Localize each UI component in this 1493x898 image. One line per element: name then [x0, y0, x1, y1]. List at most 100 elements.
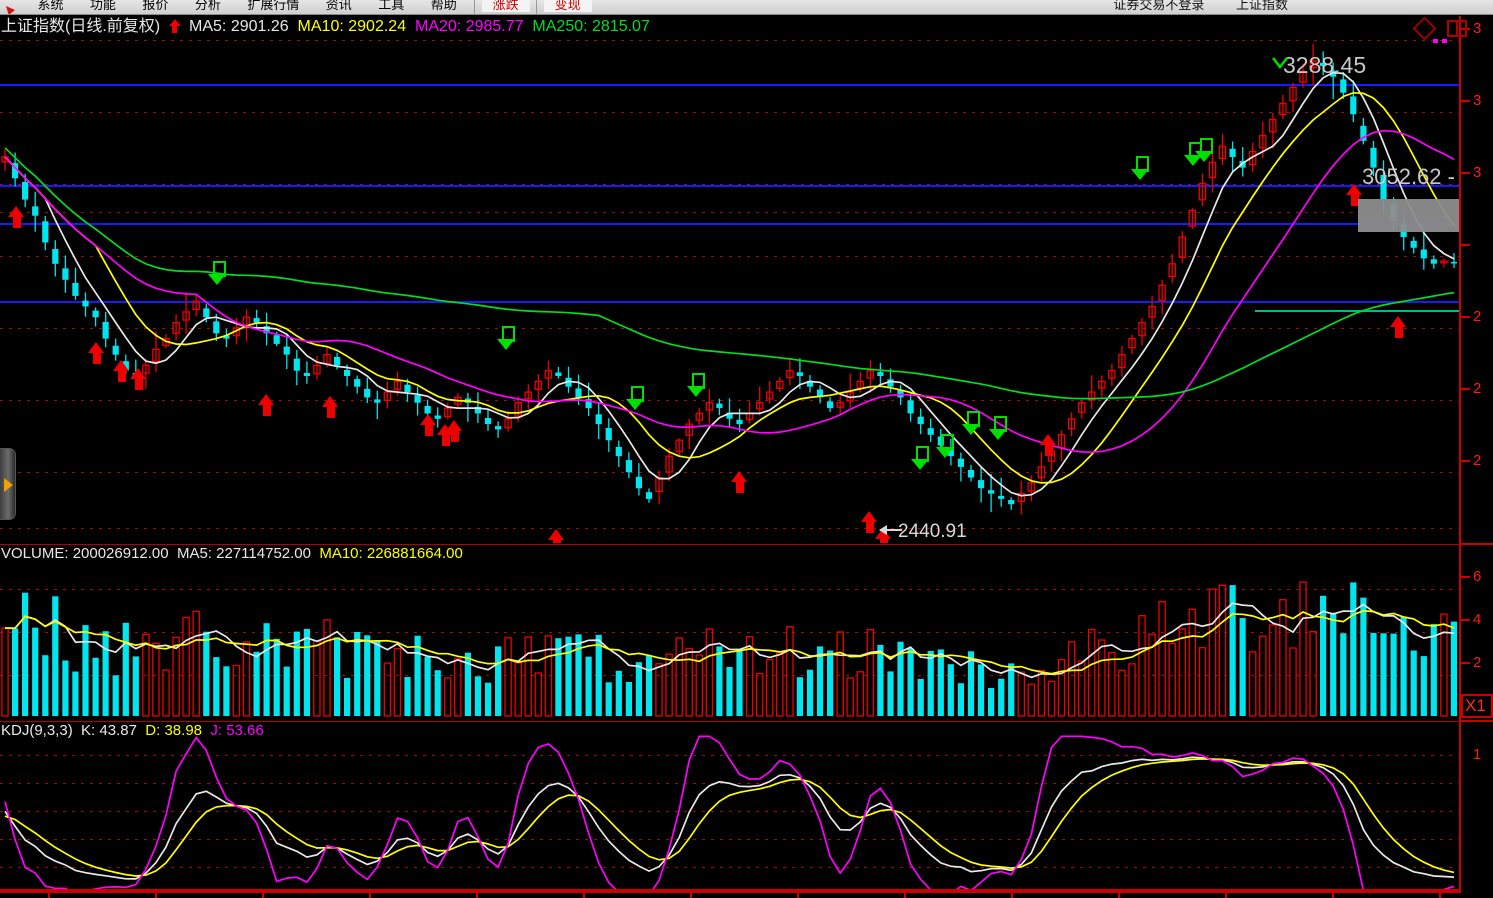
time-axis-tick: [583, 889, 585, 898]
axis-label-volume: 6: [1473, 568, 1482, 585]
reference-line-blue: [0, 301, 1459, 303]
volume-legend: VOLUME: 200026912.00 MA5: 227114752.00 M…: [1, 545, 463, 562]
axis-label-volume: 2: [1473, 654, 1482, 671]
gridline: [0, 867, 1459, 868]
axis-tick: [1461, 316, 1470, 318]
menu-item-extended-market[interactable]: 扩展行情: [247, 0, 300, 12]
menu-item-analysis[interactable]: 分析: [194, 0, 221, 12]
gridline: [0, 328, 1459, 329]
axis-label-price: 2: [1473, 308, 1482, 325]
sell-signal-arrow-icon: [1131, 156, 1150, 180]
login-status-label[interactable]: 证券交易不登录: [1113, 0, 1205, 12]
axis-label-price: 3: [1473, 20, 1482, 37]
volume-chart-panel[interactable]: VOLUME: 200026912.00 MA5: 227114752.00 M…: [0, 544, 1459, 720]
kdj-legend: KDJ(9,3,3) K: 43.87 D: 38.98 J: 53.66: [1, 722, 264, 739]
time-axis[interactable]: [0, 889, 1459, 898]
chart-corner-toolbar[interactable]: [1412, 16, 1467, 41]
kdj-j-label: J:: [210, 722, 223, 739]
time-axis-tick: [1225, 889, 1227, 898]
sell-signal-arrow-icon: [626, 386, 645, 410]
gridline: [0, 472, 1459, 473]
axis-tick: [1461, 662, 1470, 664]
buy-signal-arrow-icon: [420, 414, 437, 436]
menu-right-area: 证券交易不登录 上证指数: [1085, 0, 1493, 12]
price-axis-right[interactable]: 3 3 3 2 2 2 6 4 2 1: [1459, 16, 1493, 893]
gridline: [0, 256, 1459, 257]
kdj-plot-area[interactable]: KDJ(9,3,3) K: 43.87 D: 38.98 J: 53.66: [0, 721, 1459, 893]
time-axis-tick: [369, 889, 371, 898]
kdj-k-label: K:: [81, 722, 96, 739]
time-axis-tick: [476, 889, 478, 898]
reference-line-blue: [0, 185, 1459, 187]
gridline: [0, 112, 1459, 113]
main-menu-bar: 系统 功能 报价 分析 扩展行情 资讯 工具 帮助 涨跌 变现 证券交易不登录 …: [0, 0, 1493, 15]
axis-tick: [1461, 460, 1470, 462]
time-axis-tick: [797, 889, 799, 898]
menu-item-tools[interactable]: 工具: [378, 0, 405, 12]
buy-signal-arrow-icon: [731, 471, 748, 493]
volume-plot-area[interactable]: VOLUME: 200026912.00 MA5: 227114752.00 M…: [0, 544, 1459, 720]
reference-line-blue: [0, 223, 1459, 225]
buy-signal-arrow-icon: [322, 396, 339, 418]
menu-item-system[interactable]: 系统: [37, 0, 64, 12]
time-axis-tick: [1118, 889, 1120, 898]
low-pointer-arrow-icon: [879, 525, 902, 535]
axis-divider: [1461, 543, 1493, 545]
reference-line-blue: [0, 84, 1459, 86]
restore-window-icon[interactable]: [1447, 20, 1467, 38]
price-legend: 上证指数(日线.前复权) MA5: 2901.26 MA10: 2902.24 …: [1, 17, 650, 36]
time-axis-tick: [155, 889, 157, 898]
kdj-k-value: 43.87: [99, 722, 137, 739]
kdj-chart-panel[interactable]: KDJ(9,3,3) K: 43.87 D: 38.98 J: 53.66: [0, 721, 1459, 893]
buy-signal-arrow-icon: [130, 368, 147, 390]
menu-item-cash-out[interactable]: 变现: [543, 0, 592, 12]
price-plot-area[interactable]: 3288.45 3052.62 - 29 2440.91 上证指数(日线.前复权…: [0, 16, 1459, 543]
diamond-icon[interactable]: [1412, 16, 1437, 41]
gridline: [0, 589, 1459, 590]
menu-item-function[interactable]: 功能: [89, 0, 116, 12]
axis-label-price: 2: [1473, 380, 1482, 397]
axis-tick: [1461, 100, 1470, 102]
volume-value: 200026912.00: [72, 545, 169, 562]
axis-label-kdj: 1: [1473, 746, 1482, 763]
menu-item-news[interactable]: 资讯: [325, 0, 352, 12]
buy-signal-arrow-icon: [446, 420, 463, 442]
gridline: [0, 839, 1459, 840]
annotation-price-range: 3052.62 - 29: [1362, 164, 1459, 189]
buy-signal-arrow-icon: [437, 424, 454, 446]
gridline: [0, 40, 1459, 41]
price-chart-panel[interactable]: 3288.45 3052.62 - 29 2440.91 上证指数(日线.前复权…: [0, 16, 1459, 543]
menu-item-help[interactable]: 帮助: [430, 0, 457, 12]
kdj-j-value: 53.66: [226, 722, 264, 739]
gridline: [0, 184, 1459, 185]
time-axis-tick: [690, 889, 692, 898]
volume-ma10-label: MA10:: [319, 545, 363, 562]
volume-scale-badge[interactable]: X1: [1461, 694, 1493, 718]
gridline: [0, 212, 1459, 213]
axis-divider: [1461, 720, 1493, 722]
time-axis-tick: [48, 889, 50, 898]
kdj-series-overlay: [4, 735, 1455, 893]
dotted-marker-icon: [1433, 39, 1447, 43]
ma10-label: MA10:: [297, 18, 344, 35]
menu-item-quote[interactable]: 报价: [142, 0, 169, 12]
axis-label-price: 3: [1473, 92, 1482, 109]
axis-tick: [1461, 619, 1470, 621]
axis-tick: [1461, 244, 1470, 246]
time-axis-tick: [262, 889, 264, 898]
expand-right-arrow-icon[interactable]: [0, 448, 16, 520]
axis-label-price: 2: [1473, 452, 1482, 469]
menu-item-change[interactable]: 涨跌: [481, 0, 530, 12]
gridline: [0, 528, 1459, 529]
range-highlight-box: [1358, 199, 1459, 232]
up-arrow-icon: [168, 19, 181, 33]
volume-series-overlay: [1, 581, 1457, 717]
current-symbol-label[interactable]: 上证指数: [1235, 0, 1288, 12]
buy-signal-arrow-icon: [1040, 434, 1057, 456]
buy-signal-arrow-icon: [113, 360, 130, 382]
volume-ma5-value: 227114752.00: [216, 545, 311, 562]
buy-signal-arrow-icon: [1346, 184, 1363, 206]
annotation-high-price: 3288.45: [1283, 52, 1367, 78]
app-logo-icon: [0, 0, 22, 14]
menu-divider: [474, 0, 476, 14]
